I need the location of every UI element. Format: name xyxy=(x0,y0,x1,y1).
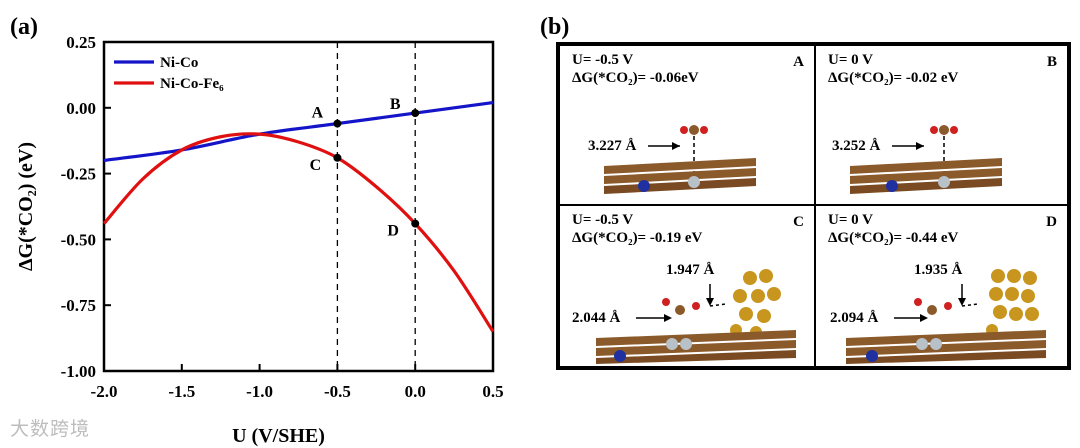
cell-b-distance: 3.252 Å xyxy=(832,138,881,154)
cell-a-tag: A xyxy=(793,54,804,70)
panel-a-label: (a) xyxy=(10,14,38,40)
cell-d-tag: D xyxy=(1046,214,1057,230)
cell-a: U= -0.5 V ΔG(*CO₂)= -0.06eV A 3.227 Å xyxy=(559,45,815,205)
chart-a: -2.0 -1.5 -1.0 -0.5 0.0 0.5 0.25 0.00 -0.25 -0.50… xyxy=(15,33,504,447)
cell-b-structure xyxy=(850,125,1002,194)
cell-c-distance-1: 1.947 Å xyxy=(666,262,715,278)
plot-frame xyxy=(102,40,495,373)
series-line-0 xyxy=(103,100,494,163)
cell-d-potential: U= 0 V xyxy=(828,212,873,228)
cell-d-free-energy: ΔG(*CO₂)= -0.44 eV xyxy=(828,230,959,246)
legend-label-1: Ni-Co-Fe₆ xyxy=(160,76,224,92)
x-tick-label-5: 0.5 xyxy=(482,382,503,401)
x-tick-label-4: 0.0 xyxy=(405,382,426,401)
x-tick-label-3: -0.5 xyxy=(324,382,351,401)
y-axis-label: ΔG(*CO₂) (eV) xyxy=(15,142,37,271)
x-tick-label-1: -1.5 xyxy=(168,382,195,401)
cell-b-potential: U= 0 V xyxy=(828,52,873,68)
cell-c-free-energy: ΔG(*CO₂)= -0.19 eV xyxy=(572,230,703,246)
graphene-sheet-c xyxy=(596,330,796,364)
point-c xyxy=(333,153,342,162)
cell-d-distance-1: 1.935 Å xyxy=(914,262,963,278)
cell-c-distance-2: 2.044 Å xyxy=(572,310,621,326)
watermark: 大数跨境 xyxy=(10,418,91,440)
cell-d-distance-2: 2.094 Å xyxy=(830,310,879,326)
graphene-sheet-d xyxy=(846,330,1046,364)
cell-a-potential: U= -0.5 V xyxy=(572,52,634,68)
y-tick-label-3: -0.50 xyxy=(61,230,96,249)
cell-a-distance: 3.227 Å xyxy=(588,138,637,154)
y-tick-label-1: 0.00 xyxy=(66,99,96,118)
fe-cluster-c xyxy=(730,269,781,338)
cell-c-structure xyxy=(596,269,796,364)
cell-c-potential: U= -0.5 V xyxy=(572,212,634,228)
cell-a-structure xyxy=(604,125,756,194)
y-tick-label-0: 0.25 xyxy=(66,33,96,52)
cell-c: U= -0.5 V ΔG(*CO₂)= -0.19 eV C 1.947 Å 2… xyxy=(559,205,815,367)
graphene-sheet-a xyxy=(604,158,756,194)
point-d xyxy=(411,219,420,228)
cell-b-free-energy: ΔG(*CO₂)= -0.02 eV xyxy=(828,70,959,86)
legend-label-0: Ni-Co xyxy=(160,55,198,71)
x-tick-label-0: -2.0 xyxy=(91,382,118,401)
cell-b: U= 0 V ΔG(*CO₂)= -0.02 eV B 3.252 Å xyxy=(815,45,1068,205)
cell-d-structure xyxy=(846,269,1046,364)
panel-b-label: (b) xyxy=(540,14,569,40)
point-b xyxy=(411,109,420,118)
x-tick-label-2: -1.0 xyxy=(246,382,273,401)
point-a xyxy=(333,119,342,128)
point-label-b: B xyxy=(390,96,401,113)
cell-c-tag: C xyxy=(793,214,804,230)
series-line-1 xyxy=(102,132,495,333)
graphene-sheet-b xyxy=(850,158,1002,194)
point-label-c: C xyxy=(310,157,322,174)
y-tick-label-5: -1.00 xyxy=(61,362,96,381)
cell-b-tag: B xyxy=(1046,54,1057,70)
panel-b-grid: U= -0.5 V ΔG(*CO₂)= -0.06eV A 3.227 Å U=… xyxy=(556,42,1071,370)
point-label-a: A xyxy=(312,105,324,122)
cell-a-free-energy: ΔG(*CO₂)= -0.06eV xyxy=(572,70,699,86)
fe-cluster-d xyxy=(986,269,1039,336)
x-axis-label: U (V/SHE) xyxy=(232,425,325,447)
point-label-d: D xyxy=(387,223,399,240)
y-tick-label-4: -0.75 xyxy=(61,296,96,315)
cell-d: U= 0 V ΔG(*CO₂)= -0.44 eV D 1.935 Å 2.09… xyxy=(815,205,1068,367)
y-tick-label-2: -0.25 xyxy=(61,165,96,184)
